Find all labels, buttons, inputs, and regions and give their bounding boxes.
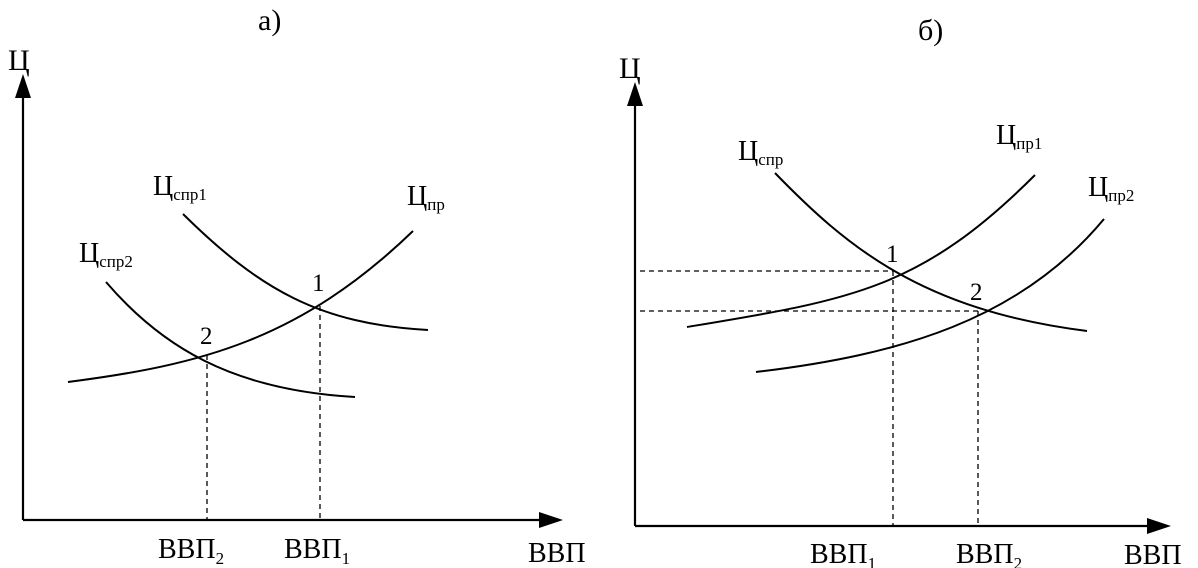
panel-a-point-1: 1	[312, 270, 325, 297]
panel-b-tick-gdp2: ВВП2	[956, 539, 1022, 568]
panel-b-point-1: 1	[886, 241, 899, 268]
panel-a-y-axis-label: Ц	[8, 44, 30, 77]
panel-b-point-2: 2	[970, 279, 983, 306]
panel-b-x-axis-label: ВВП	[1124, 540, 1182, 568]
panel-b-supply2-curve	[755, 218, 1105, 373]
panel-a-x-axis-label: ВВП	[528, 538, 586, 568]
panel-a-demand1-label: Цспр1	[153, 171, 207, 204]
panel-a-y-axis-arrow	[15, 74, 31, 98]
panel-b: б) Ц ВВП Цспр Цпр1 Цпр2 1 2 ВВП1 ВВП2	[619, 14, 1182, 568]
panel-a-x-axis-arrow	[539, 512, 563, 528]
panel-a-demand1-curve	[182, 213, 429, 331]
panel-a-supply-curve	[67, 230, 414, 383]
panel-b-supply2-label: Цпр2	[1088, 172, 1134, 205]
panel-a-tick-gdp1: ВВП1	[284, 534, 350, 568]
panel-a-demand2-label: Цспр2	[79, 238, 133, 271]
panel-a-point-2: 2	[200, 323, 213, 350]
panel-a-title: а)	[258, 4, 281, 37]
panel-b-tick-gdp1: ВВП1	[810, 539, 876, 568]
panel-a: а) Ц ВВП Цпр Цспр1 Цспр2 1 2 ВВП2 ВВП1	[8, 4, 586, 568]
panel-a-supply-label: Цпр	[407, 181, 445, 214]
panel-a-tick-gdp2: ВВП2	[158, 534, 224, 568]
panel-b-supply1-curve	[686, 174, 1036, 328]
panel-b-demand-label: Цспр	[738, 136, 783, 169]
panel-b-x-axis-arrow	[1147, 518, 1171, 534]
panel-b-supply1-label: Цпр1	[996, 120, 1042, 153]
panel-b-title: б)	[918, 14, 943, 47]
panel-b-demand-curve	[774, 172, 1088, 332]
panel-a-demand2-curve	[105, 281, 356, 398]
panel-b-y-axis-label: Ц	[619, 52, 641, 85]
panel-b-y-axis-arrow	[627, 82, 643, 106]
